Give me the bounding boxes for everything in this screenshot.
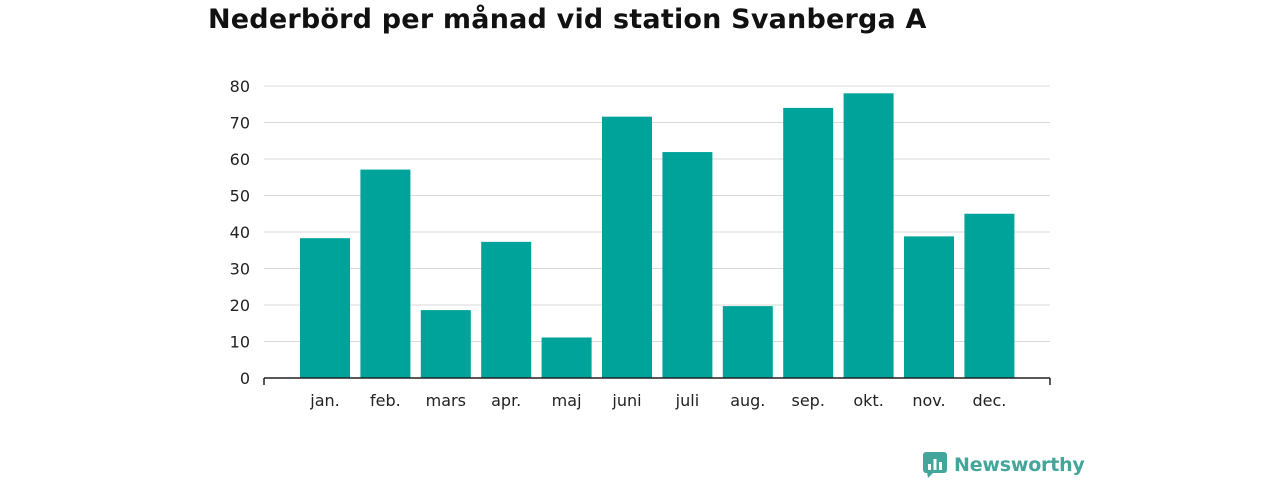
bar [662, 152, 713, 378]
bar [541, 337, 592, 378]
x-tick-label: aug. [730, 391, 765, 410]
x-tick-label: juni [611, 391, 641, 410]
y-tick-label: 40 [230, 223, 250, 242]
y-tick-labels: 0 10 20 30 40 50 60 70 80 [230, 77, 250, 388]
x-axis [263, 377, 1051, 385]
bars [300, 93, 1015, 379]
x-tick-label: feb. [370, 391, 401, 410]
bar [360, 169, 411, 378]
x-tick-label: jan. [309, 391, 339, 410]
bar [602, 116, 652, 378]
bar [964, 213, 1015, 378]
y-tick-label: 0 [240, 369, 250, 388]
newsworthy-logo-icon [923, 452, 947, 478]
x-tick-labels: jan. feb. mars apr. maj juni juli aug. sep. okt. n… [309, 391, 1006, 410]
x-tick-label: apr. [491, 391, 521, 410]
x-tick-label: nov. [912, 391, 945, 410]
y-tick-label: 70 [230, 114, 250, 133]
bar [722, 306, 773, 378]
y-tick-label: 30 [230, 260, 250, 279]
bar [783, 107, 834, 379]
bar [420, 310, 471, 378]
x-tick-label: sep. [791, 391, 824, 410]
chart-title: Nederbörd per månad vid station Svanberg… [208, 4, 927, 35]
x-tick-label: dec. [972, 391, 1006, 410]
x-tick-label: okt. [853, 391, 883, 410]
newsworthy-logo: Newsworthy [922, 450, 1085, 480]
bar [904, 236, 954, 378]
y-tick-label: 60 [230, 150, 250, 169]
bar [843, 93, 894, 379]
x-tick-label: mars [426, 391, 466, 410]
bar [300, 238, 350, 378]
y-tick-label: 80 [230, 77, 250, 96]
newsworthy-logo-text: Newsworthy [954, 454, 1085, 476]
y-tick-label: 10 [230, 333, 250, 352]
bar [481, 241, 532, 378]
y-tick-label: 20 [230, 296, 250, 315]
x-tick-label: maj [552, 391, 582, 410]
x-tick-label: juli [675, 391, 699, 410]
y-tick-label: 50 [230, 187, 250, 206]
